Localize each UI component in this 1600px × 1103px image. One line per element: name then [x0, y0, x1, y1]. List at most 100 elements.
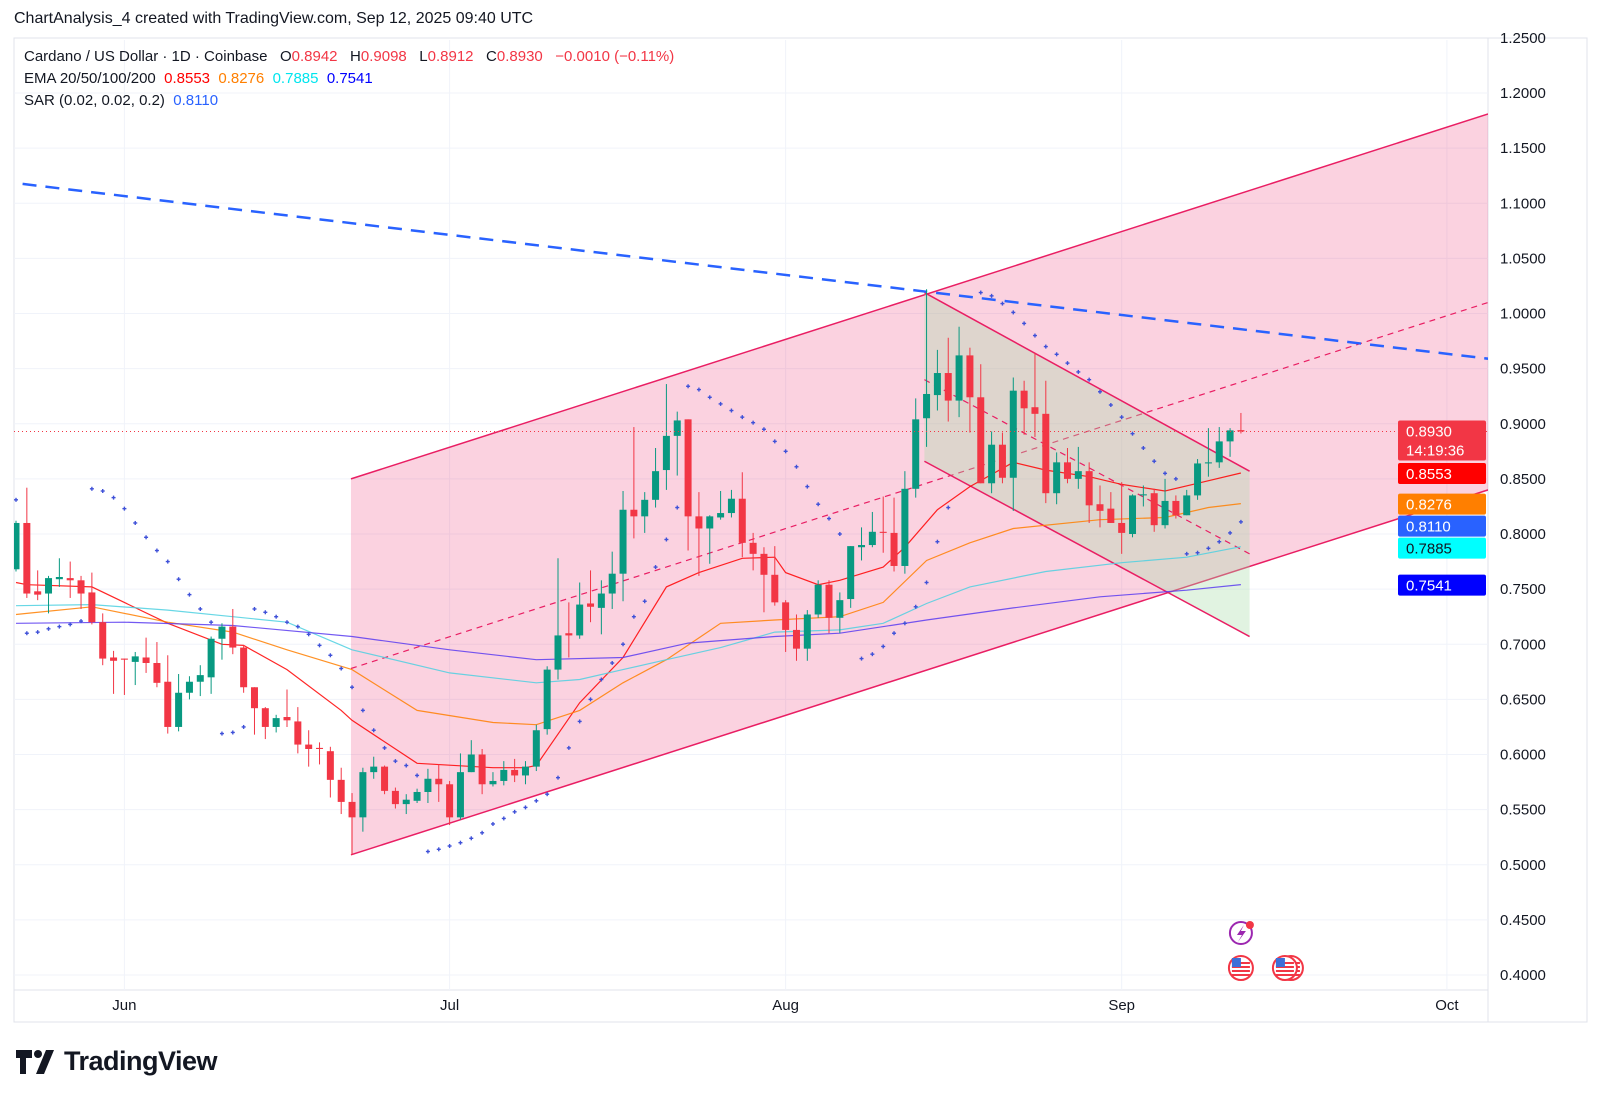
candle[interactable] — [1237, 412, 1245, 434]
candle[interactable] — [597, 580, 605, 635]
candle[interactable] — [955, 326, 963, 418]
candle[interactable] — [272, 714, 280, 733]
candle[interactable] — [1172, 495, 1180, 519]
candle[interactable] — [402, 794, 410, 815]
candle[interactable] — [760, 547, 768, 613]
candle[interactable] — [1009, 377, 1017, 511]
descending-channel-lower-line[interactable] — [924, 460, 1250, 638]
candle[interactable] — [218, 623, 226, 660]
candle[interactable] — [456, 753, 464, 820]
candle[interactable] — [565, 602, 573, 658]
candle[interactable] — [120, 658, 128, 695]
candle[interactable] — [749, 532, 757, 571]
candle[interactable] — [792, 614, 800, 661]
candle[interactable] — [66, 561, 74, 598]
candle[interactable] — [511, 758, 519, 783]
candle[interactable] — [99, 613, 107, 666]
descending-channel-upper-line[interactable] — [924, 291, 1250, 472]
candle[interactable] — [478, 748, 486, 795]
candle[interactable] — [131, 651, 139, 686]
candle[interactable] — [1074, 446, 1082, 489]
candle[interactable] — [554, 558, 562, 680]
legend-ema-row[interactable]: EMA 20/50/100/200 0.8553 0.8276 0.7885 0… — [24, 70, 373, 87]
candle[interactable] — [1053, 452, 1061, 505]
candle[interactable] — [717, 491, 725, 520]
candle[interactable] — [966, 347, 974, 433]
candle[interactable] — [55, 558, 63, 587]
candle[interactable] — [359, 767, 367, 832]
candle[interactable] — [1194, 459, 1202, 500]
candle[interactable] — [868, 511, 876, 548]
candle[interactable] — [348, 793, 356, 855]
candle[interactable] — [1063, 448, 1071, 484]
candle[interactable] — [847, 546, 855, 608]
candle[interactable] — [316, 742, 324, 765]
candle[interactable] — [229, 608, 237, 655]
candle[interactable] — [196, 665, 204, 697]
candle[interactable] — [467, 740, 475, 773]
candle[interactable] — [782, 600, 790, 652]
candle[interactable] — [695, 492, 703, 576]
candle[interactable] — [326, 746, 334, 798]
candle[interactable] — [933, 349, 941, 411]
candle[interactable] — [608, 551, 616, 609]
candle[interactable] — [825, 580, 833, 634]
candle[interactable] — [337, 767, 345, 815]
candle[interactable] — [435, 764, 443, 802]
lightning-icon[interactable] — [1228, 921, 1254, 945]
candle[interactable] — [88, 572, 96, 625]
legend-sar-row[interactable]: SAR (0.02, 0.02, 0.2) 0.8110 — [24, 92, 218, 109]
candle[interactable] — [1042, 380, 1050, 504]
candle[interactable] — [727, 489, 735, 518]
candle[interactable] — [370, 756, 378, 779]
candle[interactable] — [1129, 494, 1137, 538]
symbol-title[interactable]: Cardano / US Dollar · 1D · Coinbase — [24, 48, 268, 65]
candle[interactable] — [413, 788, 421, 804]
candle[interactable] — [706, 515, 714, 564]
candle[interactable] — [673, 411, 681, 476]
candle[interactable] — [446, 780, 454, 826]
candle[interactable] — [381, 765, 389, 795]
candle[interactable] — [77, 575, 85, 609]
candle[interactable] — [587, 570, 595, 623]
ascending-channel-upper-line[interactable] — [350, 113, 1488, 480]
candle[interactable] — [662, 384, 670, 490]
candle[interactable] — [261, 707, 269, 740]
candle[interactable] — [489, 772, 497, 787]
candle[interactable] — [814, 580, 822, 618]
candle[interactable] — [923, 289, 931, 447]
candle[interactable] — [803, 610, 811, 661]
candle[interactable] — [988, 431, 996, 494]
candle[interactable] — [738, 472, 746, 558]
candle[interactable] — [1150, 488, 1158, 532]
candle[interactable] — [153, 642, 161, 688]
candle[interactable] — [771, 546, 779, 606]
downtrend-line[interactable] — [0, 181, 1488, 360]
candle[interactable] — [23, 487, 31, 598]
candle[interactable] — [240, 645, 248, 693]
candle[interactable] — [1096, 485, 1104, 528]
ascending-channel-midline[interactable] — [350, 301, 1488, 670]
candle[interactable] — [1226, 428, 1234, 457]
candle[interactable] — [944, 337, 952, 422]
candle[interactable] — [283, 689, 291, 727]
candle[interactable] — [250, 687, 258, 735]
candle[interactable] — [630, 427, 638, 539]
candle[interactable] — [543, 666, 551, 735]
candle[interactable] — [1183, 489, 1191, 516]
candle[interactable] — [1118, 482, 1126, 554]
candle[interactable] — [1215, 427, 1223, 468]
us-flag-icon[interactable] — [1271, 955, 1298, 981]
candle[interactable] — [1161, 478, 1169, 529]
candle[interactable] — [998, 432, 1006, 484]
candle[interactable] — [652, 448, 660, 508]
candle[interactable] — [1020, 380, 1028, 435]
candle[interactable] — [175, 674, 183, 732]
candle[interactable] — [142, 637, 150, 673]
candle[interactable] — [521, 761, 529, 785]
candle[interactable] — [294, 707, 302, 754]
candle[interactable] — [207, 636, 215, 694]
candle[interactable] — [45, 575, 53, 614]
ascending-channel-lower-line[interactable] — [350, 489, 1488, 856]
